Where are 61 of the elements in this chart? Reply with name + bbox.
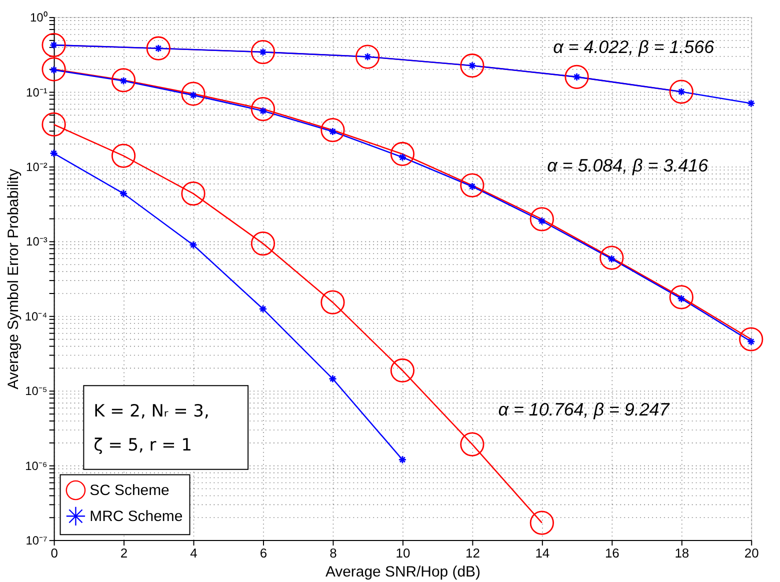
point [746,99,756,108]
x-tick-label: 20 [744,545,759,560]
x-tick-label: 16 [604,545,620,560]
y-tick-label: 10⁰ [30,10,48,25]
point [460,54,484,78]
y-axis-title: Average Symbol Error Probability [4,168,22,390]
point [181,182,206,206]
point [390,142,415,166]
point [390,358,415,383]
point [189,240,198,250]
x-tick-label: 12 [465,545,480,560]
y-tick-label: 10⁻¹ [26,85,48,100]
annotation: α = 5.084, β = 3.416 [547,155,708,176]
annotation: ζ = 5, r = 1 [94,434,192,454]
legend-label: MRC Scheme [90,508,183,526]
y-tick-label: 10⁻³ [26,234,48,249]
x-tick-label: 18 [674,545,690,560]
x-tick-label: 10 [396,545,410,560]
point [320,290,345,314]
point [250,40,276,64]
point [600,246,624,270]
annotation: α = 10.764, β = 9.247 [498,400,670,420]
y-tick-label: 10⁻⁴ [24,309,48,324]
point [530,207,554,232]
legend-label: SC Scheme [90,482,170,500]
point [258,304,268,314]
annotation: K = 2, Nᵣ = 3, [94,400,210,421]
point [250,232,276,256]
point [42,112,66,137]
point [669,285,694,310]
point [250,97,276,122]
point [320,118,345,142]
y-tick-label: 10⁻⁵ [25,384,48,398]
point [42,33,66,58]
point [50,149,58,158]
point [460,173,484,198]
point [328,374,337,384]
x-tick-label: 6 [260,545,268,560]
y-tick-label: 10⁻⁶ [25,458,48,473]
point [398,455,407,464]
x-tick-label: 14 [535,545,550,560]
point [564,64,589,89]
point [530,510,554,535]
point [111,144,136,168]
point [146,36,170,60]
point [460,432,484,456]
point [356,44,380,69]
y-tick-label: 10⁻⁷ [26,534,48,548]
point [181,82,206,106]
x-tick-label: 8 [330,545,337,560]
annotation: α = 4.022, β = 1.566 [553,36,714,57]
x-axis-title: Average SNR/Hop (dB) [325,563,480,580]
point [42,57,66,82]
point [119,189,128,198]
x-tick-label: 0 [50,545,58,560]
x-tick-label: 2 [120,545,128,560]
point [111,68,136,92]
point [739,327,764,352]
point [669,80,694,104]
y-tick-label: 10⁻² [26,160,48,174]
x-tick-label: 4 [190,545,198,560]
